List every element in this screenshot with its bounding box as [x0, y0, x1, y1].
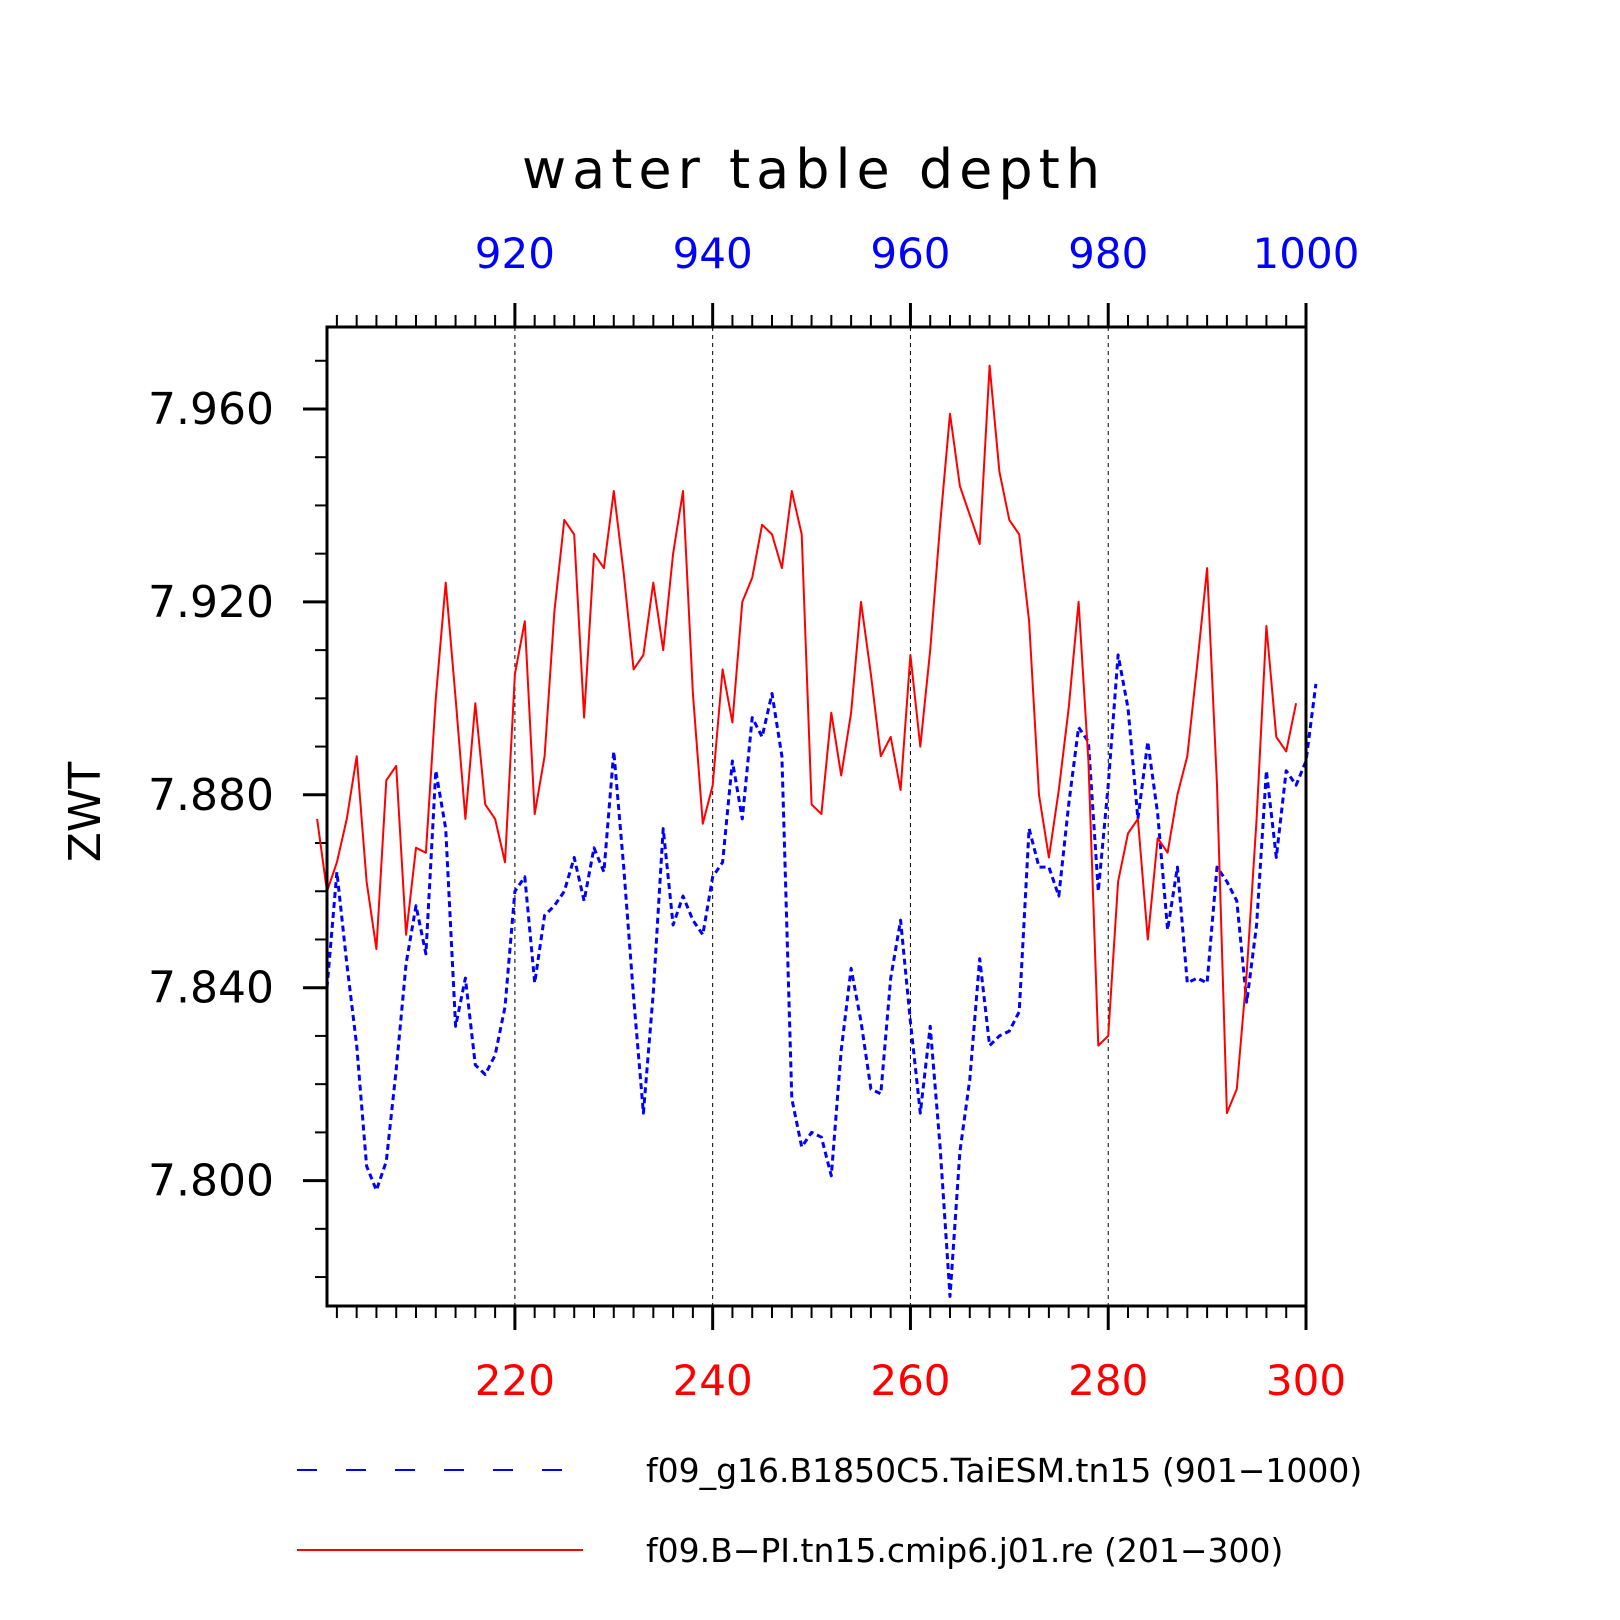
- series-line-red: [316, 364, 1298, 1115]
- bottom-tick-label: 280: [1068, 1356, 1148, 1405]
- y-tick-label: 7.960: [148, 384, 274, 435]
- chart-title: water table depth: [522, 138, 1106, 201]
- top-tick-label: 940: [673, 229, 753, 278]
- minor-ticks: [315, 315, 1288, 1318]
- y-axis: 7.800 7.840 7.880 7.920 7.960: [148, 384, 327, 1207]
- y-tick-label: 7.880: [148, 770, 274, 821]
- series-line-blue: [325, 653, 1318, 1298]
- y-tick-label: 7.920: [148, 577, 274, 628]
- legend: f09_g16.B1850C5.TaiESM.tn15 (901−1000) f0…: [297, 1451, 1362, 1570]
- bottom-x-axis: 220 240 260 280 300: [475, 1306, 1346, 1405]
- legend-label: f09_g16.B1850C5.TaiESM.tn15 (901−1000): [646, 1451, 1362, 1490]
- y-tick-label: 7.800: [148, 1156, 274, 1207]
- top-tick-label: 960: [870, 229, 950, 278]
- grid-lines: [514, 327, 1109, 1306]
- plot-frame: [325, 325, 1308, 1308]
- y-tick-label: 7.840: [148, 963, 274, 1014]
- top-tick-label: 920: [475, 229, 555, 278]
- top-tick-label: 1000: [1253, 229, 1360, 278]
- top-x-axis: 920 940 960 980 1000: [475, 229, 1360, 327]
- bottom-tick-label: 260: [870, 1356, 950, 1405]
- bottom-tick-label: 220: [475, 1356, 555, 1405]
- y-axis-label: ZWT: [60, 762, 111, 863]
- legend-label: f09.B−PI.tn15.cmip6.j01.re (201−300): [646, 1531, 1283, 1570]
- bottom-tick-label: 240: [673, 1356, 753, 1405]
- bottom-tick-label: 300: [1266, 1356, 1346, 1405]
- series-lines: [316, 364, 1318, 1298]
- top-tick-label: 980: [1068, 229, 1148, 278]
